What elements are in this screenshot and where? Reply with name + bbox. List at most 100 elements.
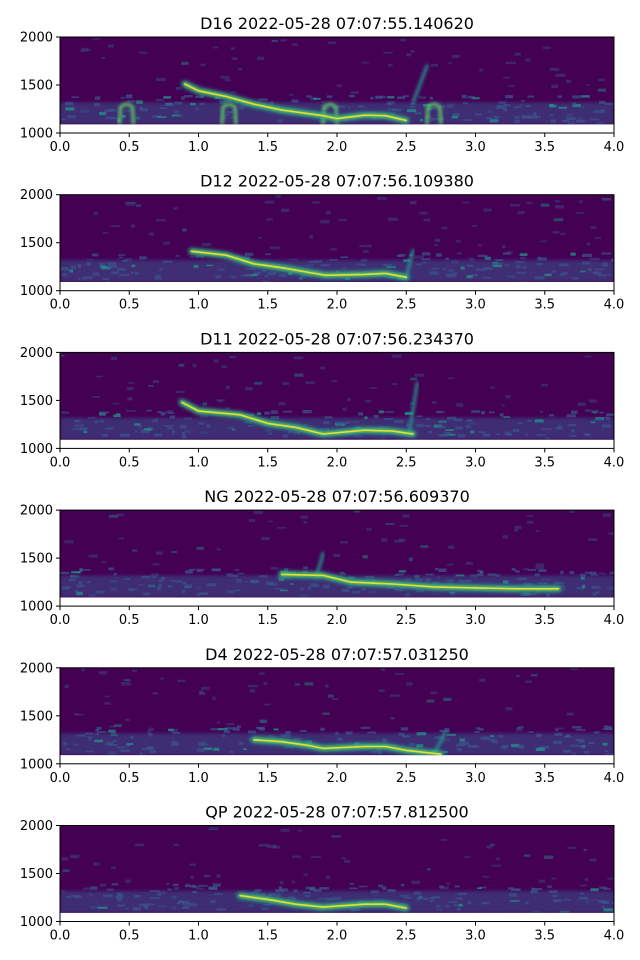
y-tick-label: 1000 — [20, 442, 53, 457]
x-tick-label: 3.0 — [465, 613, 486, 628]
x-tick-label: 0.0 — [50, 613, 71, 628]
x-tick-label: 3.0 — [465, 298, 486, 313]
y-tick-label: 2000 — [20, 661, 53, 676]
y-tick-label: 1500 — [20, 79, 53, 94]
x-tick-label: 1.0 — [188, 455, 209, 470]
noise-band — [60, 733, 614, 756]
x-tick-label: 3.0 — [465, 455, 486, 470]
spectrogram-image — [60, 667, 614, 756]
x-tick-label: 0.5 — [119, 455, 140, 470]
spectrogram-image — [60, 510, 614, 598]
call-core — [280, 573, 560, 590]
x-tick-label: 3.5 — [534, 929, 555, 944]
x-tick-label: 3.5 — [534, 140, 555, 155]
x-tick-label: 1.5 — [257, 771, 278, 786]
x-tick-label: 2.0 — [327, 771, 348, 786]
spectrogram-image — [60, 37, 614, 125]
spectrogram-image — [60, 825, 614, 913]
noise-speckle — [61, 194, 614, 283]
transient-streak — [407, 381, 419, 436]
x-tick-label: 3.0 — [465, 771, 486, 786]
call-core — [183, 83, 408, 122]
spectrogram-image — [60, 194, 614, 283]
y-tick-label: 1500 — [20, 236, 53, 251]
x-tick-label: 2.5 — [396, 613, 417, 628]
x-tick-label: 1.0 — [188, 929, 209, 944]
y-tick-label: 1500 — [20, 867, 53, 882]
harmonic-bump — [117, 102, 135, 125]
x-tick-label: 0.5 — [119, 613, 140, 628]
x-tick-label: 4.0 — [604, 929, 625, 944]
y-tick-label: 2000 — [20, 819, 53, 834]
x-tick-label: 0.0 — [50, 298, 71, 313]
x-tick-label: 3.5 — [534, 298, 555, 313]
x-tick-label: 0.0 — [50, 771, 71, 786]
y-tick-label: 1000 — [20, 284, 53, 299]
x-tick-label: 3.5 — [534, 455, 555, 470]
x-tick-label: 1.0 — [188, 613, 209, 628]
y-tick-label: 1000 — [20, 127, 53, 142]
x-tick-label: 4.0 — [604, 613, 625, 628]
x-tick-label: 1.0 — [188, 298, 209, 313]
spectrogram-panel: D4 2022-05-28 07:07:57.031250 0.0 0.5 1.0 1.… — [20, 645, 624, 786]
x-tick-label: 0.0 — [50, 140, 71, 155]
x-tick-label: 1.5 — [257, 298, 278, 313]
harmonic-bump — [321, 102, 339, 125]
spectrogram-panel: QP 2022-05-28 07:07:57.812500 0.0 0.5 1.0 1.… — [20, 803, 624, 944]
y-tick-label: 2000 — [20, 504, 53, 519]
x-tick-label: 0.5 — [119, 929, 140, 944]
x-tick-label: 1.0 — [188, 771, 209, 786]
x-tick-label: 0.0 — [50, 929, 71, 944]
spectrogram-image — [60, 352, 614, 440]
x-tick-label: 3.5 — [534, 771, 555, 786]
panel-title: D11 2022-05-28 07:07:56.234370 — [200, 329, 474, 348]
x-tick-label: 2.5 — [396, 298, 417, 313]
x-tick-label: 3.5 — [534, 613, 555, 628]
y-tick-label: 1000 — [20, 915, 53, 930]
noise-speckle — [61, 354, 614, 440]
y-tick-label: 2000 — [20, 31, 53, 46]
x-tick-label: 2.0 — [327, 140, 348, 155]
spectrogram-panel: D16 2022-05-28 07:07:55.140620 0.0 0.5 1.0 1… — [20, 14, 624, 155]
call-core — [181, 401, 415, 435]
call-core — [253, 738, 442, 756]
y-tick-label: 1500 — [20, 552, 53, 567]
x-tick-label: 3.0 — [465, 140, 486, 155]
x-tick-label: 2.0 — [327, 298, 348, 313]
x-tick-label: 4.0 — [604, 771, 625, 786]
panel-title: D4 2022-05-28 07:07:57.031250 — [205, 645, 469, 664]
panel-title: NG 2022-05-28 07:07:56.609370 — [204, 487, 470, 506]
x-tick-label: 2.5 — [396, 771, 417, 786]
x-tick-label: 2.0 — [327, 455, 348, 470]
x-tick-label: 4.0 — [604, 298, 625, 313]
spectrogram-panel: D12 2022-05-28 07:07:56.109380 0.0 0.5 1.0 1… — [20, 172, 624, 313]
harmonic-bump — [425, 102, 443, 125]
x-tick-label: 1.0 — [188, 140, 209, 155]
x-tick-label: 2.5 — [396, 455, 417, 470]
x-tick-label: 1.5 — [257, 613, 278, 628]
noise-speckle — [60, 510, 614, 598]
noise-band — [60, 890, 614, 913]
y-tick-label: 1000 — [20, 757, 53, 772]
y-tick-label: 2000 — [20, 346, 53, 361]
x-tick-label: 2.0 — [327, 613, 348, 628]
x-tick-label: 3.0 — [465, 929, 486, 944]
panel-title: QP 2022-05-28 07:07:57.812500 — [205, 803, 468, 822]
panel-title: D12 2022-05-28 07:07:56.109380 — [200, 172, 474, 191]
y-tick-label: 1500 — [20, 394, 53, 409]
x-tick-label: 0.0 — [50, 455, 71, 470]
x-tick-label: 2.0 — [327, 929, 348, 944]
x-tick-label: 1.5 — [257, 929, 278, 944]
noise-band — [60, 575, 614, 598]
call-core — [239, 894, 408, 909]
transient-streak — [404, 248, 415, 278]
x-tick-label: 4.0 — [604, 455, 625, 470]
panel-title: D16 2022-05-28 07:07:55.140620 — [200, 14, 474, 33]
transient-streak — [411, 64, 429, 104]
x-tick-label: 1.5 — [257, 140, 278, 155]
x-tick-label: 1.5 — [257, 455, 278, 470]
y-tick-label: 1000 — [20, 600, 53, 615]
x-tick-label: 0.5 — [119, 298, 140, 313]
x-tick-label: 2.5 — [396, 140, 417, 155]
